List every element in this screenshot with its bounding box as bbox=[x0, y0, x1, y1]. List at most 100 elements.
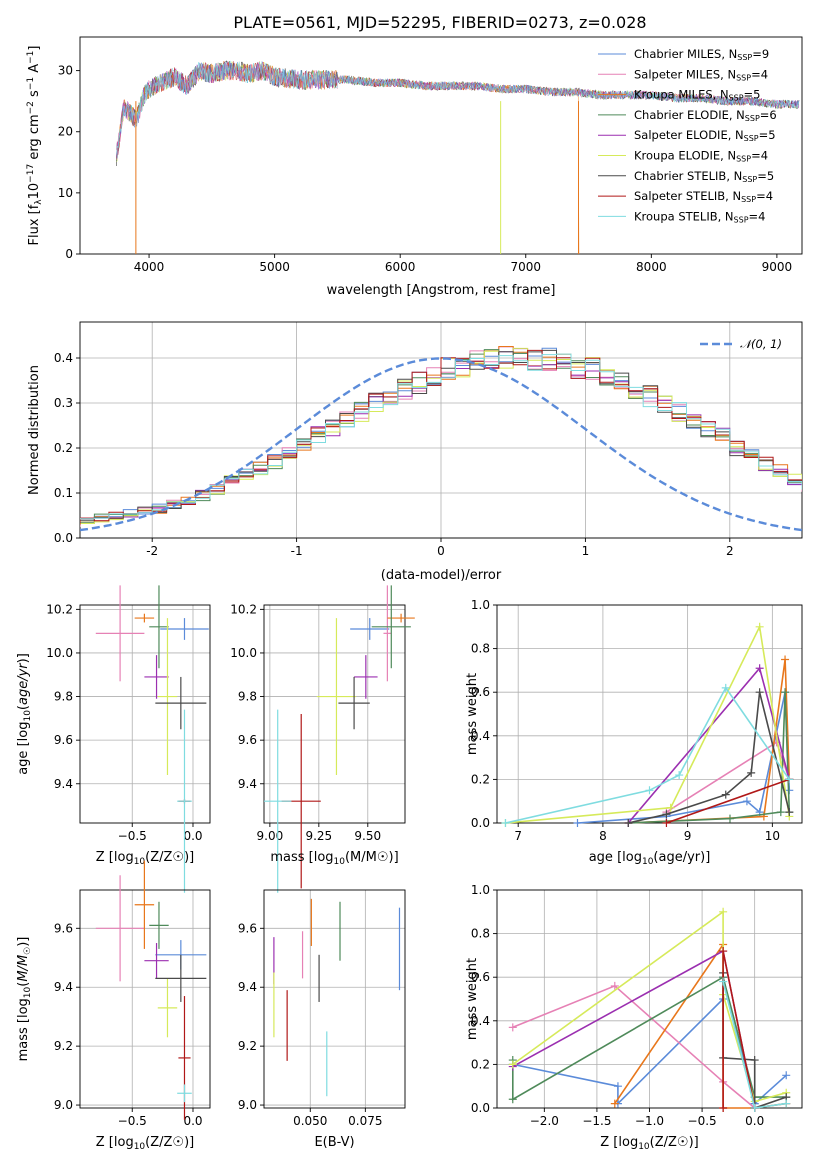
axes-frame bbox=[79, 604, 211, 824]
weight-marker bbox=[719, 907, 728, 916]
y-tick-label: 0.0 bbox=[471, 1101, 490, 1115]
y-tick-label: 9.6 bbox=[238, 921, 257, 935]
y-tick-label: 9.4 bbox=[54, 980, 73, 994]
y-tick-label: 10.0 bbox=[230, 646, 257, 660]
y-tick-label: 0.3 bbox=[54, 396, 73, 410]
spectrum-chabrier_miles bbox=[116, 61, 800, 160]
x-tick-label: −0.5 bbox=[688, 1114, 717, 1128]
weight-marker bbox=[781, 655, 790, 664]
weight-marker bbox=[624, 819, 633, 827]
weight-marker bbox=[508, 1060, 517, 1069]
figure-title: PLATE=0561, MJD=52295, FIBERID=0273, z=0… bbox=[233, 13, 646, 32]
weight-marker bbox=[508, 1023, 517, 1032]
weight-line-chabrier_stelib bbox=[628, 692, 791, 824]
y-tick-label: 0.0 bbox=[54, 531, 73, 545]
y-tick-label: 0.6 bbox=[471, 970, 490, 984]
weight-marker bbox=[750, 1104, 759, 1112]
weight-marker bbox=[755, 688, 764, 697]
weight-marker bbox=[610, 1099, 619, 1108]
x-tick-label: 9.25 bbox=[305, 829, 332, 843]
weight-marker bbox=[662, 819, 671, 827]
x-tick-label: 0.0 bbox=[745, 1114, 764, 1128]
y-tick-label: 0.4 bbox=[54, 351, 73, 365]
x-tick-label: -1 bbox=[291, 544, 303, 558]
weight_vs_age-lines bbox=[501, 622, 794, 827]
mass_vs_Z-panel: −0.5 0.0 9.0 9.2 9.4 9.6 Z [log10(Z/Z☉)] mass [… bbox=[16, 860, 211, 1152]
grid bbox=[264, 890, 405, 1108]
grid bbox=[264, 605, 405, 823]
weight-marker bbox=[719, 947, 728, 956]
mass_vs_EBV-errorbars bbox=[273, 898, 401, 1097]
mass_vs_Z-ylabel: mass [log10(M/M☉)] bbox=[16, 937, 33, 1062]
age_vs_mass-xlabel: mass [log10(M/M☉)] bbox=[270, 850, 398, 867]
hist-salpeter_stelib bbox=[80, 349, 802, 526]
residual-histograms bbox=[80, 346, 802, 532]
y-tick-label: 9.0 bbox=[54, 1098, 73, 1112]
residuals-panel: -2 -1 0 1 2 0.0 0.1 0.2 0.3 0.4 𝒩(0, 1) (data-model… bbox=[27, 321, 803, 583]
x-tick-label: 0.0 bbox=[183, 1114, 202, 1128]
y-tick-label: 0.8 bbox=[471, 642, 490, 656]
hist-kroupa_miles bbox=[80, 346, 802, 524]
y-tick-label: 10.0 bbox=[46, 646, 73, 660]
legend-label: Kroupa ELODIE, NSSP=4 bbox=[634, 149, 768, 164]
legend-label: Chabrier STELIB, NSSP=5 bbox=[634, 169, 774, 184]
weight-marker bbox=[662, 810, 671, 819]
weight-line-kroupa_elodie bbox=[505, 624, 791, 824]
weight-marker bbox=[666, 803, 675, 812]
axes-frame bbox=[263, 604, 406, 824]
weight-marker bbox=[573, 819, 582, 827]
hist-chabrier_stelib bbox=[80, 349, 802, 524]
weight-marker bbox=[755, 664, 764, 673]
legend-label: Salpeter MILES, NSSP=4 bbox=[634, 67, 768, 82]
weight_vs_age-panel: 7 8 9 10 0.0 0.2 0.4 0.6 0.8 1.0 age [log10(age/yr… bbox=[465, 598, 803, 867]
y-tick-label: 0.4 bbox=[471, 1014, 490, 1028]
ticks: 4000 5000 6000 7000 8000 9000 0 10 20 30 bbox=[58, 64, 792, 274]
age_vs_mass-panel: 9.00 9.25 9.50 9.4 9.6 9.8 10.0 10.2 mass [log10… bbox=[230, 585, 415, 893]
weight-marker bbox=[501, 819, 510, 827]
y-tick-label: 0.6 bbox=[471, 685, 490, 699]
x-tick-label: −2.0 bbox=[530, 1114, 559, 1128]
age_vs_Z-ylabel: age [log10(age/yr)] bbox=[16, 653, 33, 775]
weight_vs_Z-xlabel: Z [log10(Z/Z☉)] bbox=[600, 1135, 698, 1152]
legend-label: Kroupa STELIB, NSSP=4 bbox=[634, 209, 765, 224]
weight-marker bbox=[719, 977, 728, 986]
spectrum-panel: 4000 5000 6000 7000 8000 9000 0 10 20 30 wavelengt… bbox=[26, 36, 803, 298]
gaussian-curve bbox=[80, 357, 802, 532]
residuals-ylabel: Normed distribution bbox=[27, 365, 42, 495]
weight-marker bbox=[508, 1095, 517, 1104]
x-tick-label: 2 bbox=[726, 544, 734, 558]
x-tick-label: 9000 bbox=[762, 260, 793, 274]
mass_vs_Z-xlabel: Z [log10(Z/Z☉)] bbox=[96, 1135, 194, 1152]
x-tick-label: −1.5 bbox=[582, 1114, 611, 1128]
weight-marker bbox=[755, 622, 764, 631]
weight-marker bbox=[610, 981, 619, 990]
weight-marker bbox=[613, 1082, 622, 1091]
weight-marker bbox=[725, 814, 734, 823]
x-tick-label: 8000 bbox=[636, 260, 667, 274]
x-tick-label: 9 bbox=[684, 829, 692, 843]
y-tick-label: 9.6 bbox=[238, 733, 257, 747]
ticks: 7 8 9 10 0.0 0.2 0.4 0.6 0.8 1.0 bbox=[471, 598, 780, 843]
y-tick-label: 10 bbox=[58, 186, 73, 200]
y-tick-label: 0.4 bbox=[471, 729, 490, 743]
weight-marker bbox=[750, 1056, 759, 1065]
grid bbox=[80, 605, 210, 823]
legend-label: Chabrier ELODIE, NSSP=6 bbox=[634, 108, 777, 123]
weight_vs_Z-panel: −2.0 −1.5 −1.0 −0.5 0.0 0.0 0.2 0.4 0.6 0.8 1.0 Z [… bbox=[465, 883, 803, 1152]
grid bbox=[497, 889, 802, 1109]
x-tick-label: 0.050 bbox=[293, 1114, 327, 1128]
y-tick-label: 9.6 bbox=[54, 733, 73, 747]
weight-line-salpeter_stelib bbox=[666, 778, 790, 824]
y-tick-label: 9.4 bbox=[54, 777, 73, 791]
weight-line-kroupa_miles bbox=[628, 659, 791, 824]
y-tick-label: 9.8 bbox=[54, 690, 73, 704]
weight-marker bbox=[785, 775, 794, 784]
spectrum-xlabel: wavelength [Angstrom, rest frame] bbox=[327, 283, 556, 298]
spectrum-legend: Chabrier MILES, NSSP=9 Salpeter MILES, NS… bbox=[598, 47, 777, 224]
hist-chabrier_miles bbox=[80, 347, 802, 524]
weight-marker bbox=[719, 1104, 728, 1112]
weight_vs_Z-lines bbox=[508, 907, 791, 1112]
x-tick-label: 8 bbox=[599, 829, 607, 843]
y-tick-label: 0.8 bbox=[471, 927, 490, 941]
mass_vs_Z-errorbars bbox=[95, 860, 207, 1120]
